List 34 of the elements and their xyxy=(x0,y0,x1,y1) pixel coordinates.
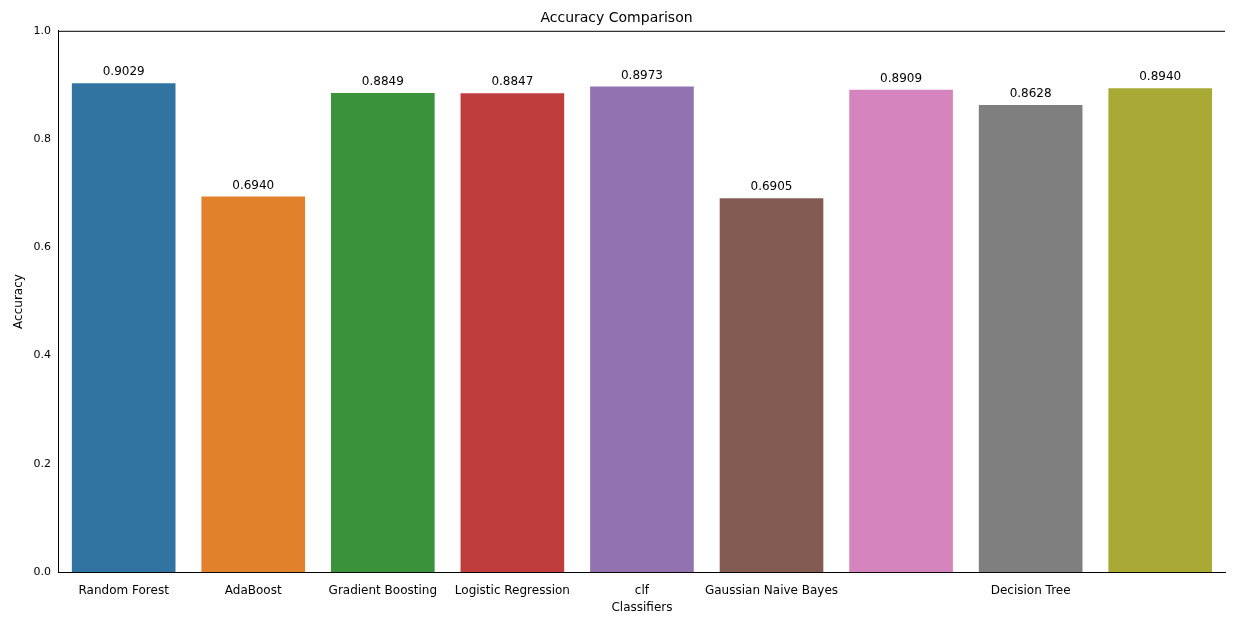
y-axis-title: Accuracy xyxy=(11,274,26,329)
bar xyxy=(460,93,565,573)
bar xyxy=(330,93,435,573)
chart-title: Accuracy Comparison xyxy=(540,9,693,26)
bar xyxy=(71,83,176,573)
x-tick-label: Gaussian Naive Bayes xyxy=(704,582,839,597)
x-tick-label: Logistic Regression xyxy=(454,582,570,597)
y-tick-label: 0.2 xyxy=(33,456,51,470)
x-tick-label: Decision Tree xyxy=(990,582,1071,597)
x-tick-label: clf xyxy=(634,582,650,597)
bar xyxy=(849,89,953,573)
y-tick-label: 0.8 xyxy=(33,131,51,145)
data-label: 0.8940 xyxy=(1139,69,1182,84)
bar xyxy=(719,198,824,573)
bar xyxy=(590,86,694,573)
y-tick-label: 0.4 xyxy=(33,348,51,362)
x-tick-label: Gradient Boosting xyxy=(328,582,438,597)
y-tick-label: 0.6 xyxy=(33,240,51,254)
x-tick-label: Random Forest xyxy=(78,582,170,597)
bar xyxy=(201,196,306,573)
bar xyxy=(1108,88,1213,573)
data-label: 0.8973 xyxy=(620,67,663,82)
data-label: 0.6940 xyxy=(232,177,275,192)
x-tick-label: AdaBoost xyxy=(224,582,282,597)
data-label: 0.9029 xyxy=(102,64,145,79)
x-axis-title: Classifiers xyxy=(611,599,673,614)
data-label: 0.8909 xyxy=(880,70,923,85)
bar xyxy=(978,105,1083,573)
y-tick-label: 0.0 xyxy=(33,565,51,579)
data-label: 0.8849 xyxy=(361,74,404,89)
data-label: 0.8847 xyxy=(491,74,534,89)
data-label: 0.6905 xyxy=(750,179,793,194)
data-label: 0.8628 xyxy=(1009,86,1052,101)
y-tick-label: 1.0 xyxy=(33,23,51,37)
